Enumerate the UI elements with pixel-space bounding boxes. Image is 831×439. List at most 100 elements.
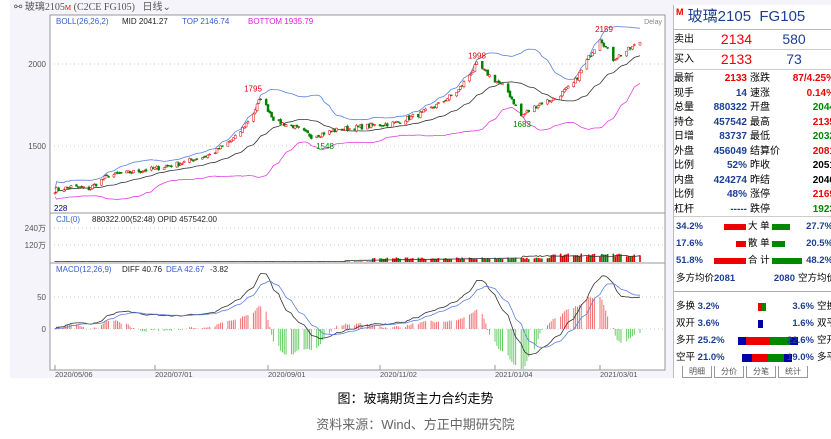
volume-bar <box>548 257 551 262</box>
kline-chart[interactable]: 2000 1500 240万 120万 50 0 2020/05/06 2020/07/01 2… <box>10 0 670 378</box>
candle <box>329 131 333 133</box>
candle <box>284 124 288 127</box>
label: 双平 <box>816 318 831 329</box>
volume-bar <box>535 257 538 262</box>
candle <box>206 154 210 158</box>
candle <box>257 99 261 104</box>
price-tick: 2000 <box>28 60 46 69</box>
small-short: 20.5% <box>806 238 831 249</box>
candle <box>499 82 502 84</box>
volume-bar <box>563 254 566 262</box>
volume-bar <box>620 254 622 262</box>
quote-code: FG105 <box>759 8 806 25</box>
candle <box>253 109 257 114</box>
volume-bar <box>494 257 496 262</box>
tab-1[interactable]: 分价 <box>714 366 744 378</box>
volume-bar <box>627 256 630 262</box>
quote-value: 880322 <box>713 102 747 113</box>
volume-bar <box>625 256 628 262</box>
ask-row: 卖出 2134 580 <box>674 30 831 50</box>
volume-bar <box>616 254 618 262</box>
label: 空开 <box>816 335 831 346</box>
candle <box>602 42 606 47</box>
tab-3[interactable]: 统计 <box>778 366 808 378</box>
quote-label: 日增 <box>674 131 694 142</box>
volume-bar <box>423 258 425 262</box>
candle <box>459 86 462 90</box>
candle <box>613 59 617 61</box>
bar <box>762 303 766 311</box>
small-long: 17.6% <box>676 238 703 249</box>
quote-label: 昨收 <box>750 160 770 171</box>
quote-value: 2081 <box>812 145 831 157</box>
quote-name: 玻璃2105 <box>687 8 752 25</box>
candle <box>520 103 523 117</box>
candle <box>105 174 109 177</box>
volume-bar <box>631 256 634 262</box>
bar <box>790 337 798 345</box>
candle <box>181 163 184 165</box>
cjl-label: CJL(0) <box>56 215 80 224</box>
value: 1.6% <box>792 318 814 329</box>
bar <box>752 354 768 362</box>
volume-bar <box>593 253 596 262</box>
candle <box>320 132 324 138</box>
candle <box>508 90 512 98</box>
volume-bar <box>437 258 440 262</box>
candle <box>589 55 592 57</box>
tab-0[interactable]: 明细 <box>682 366 712 378</box>
period-select[interactable]: 日线 <box>142 2 163 13</box>
candle <box>53 192 57 194</box>
bar <box>758 303 762 311</box>
candle <box>310 134 313 139</box>
quote-label: 外盘 <box>674 145 694 157</box>
candle <box>306 130 309 134</box>
volume-bar <box>412 258 414 262</box>
candle <box>295 125 299 127</box>
volume-bar <box>526 257 528 262</box>
quote-label: 总量 <box>674 102 694 113</box>
source-note: 资料来源：Wind、方正中期研究院 <box>316 417 515 432</box>
volume-bar <box>475 259 478 262</box>
price-annotation-high2: 1998 <box>468 51 486 60</box>
contract-code: (C2CE FG105) <box>73 2 136 13</box>
candle <box>536 105 540 109</box>
candle <box>475 61 478 65</box>
candle <box>442 100 446 103</box>
bar <box>772 241 785 247</box>
detail-tabs: 明细 分价 分笔 统计 <box>674 366 831 378</box>
chevron-down-icon[interactable]: ⌄ <box>162 2 171 13</box>
candle <box>232 137 235 141</box>
diff-line <box>54 273 641 356</box>
volume-bar <box>567 253 569 262</box>
title-bar: ⚯ 玻璃2105M (C2CE FG105) 日线⌄ <box>10 0 674 16</box>
volume-bar <box>370 261 372 262</box>
volume-bar <box>448 259 451 262</box>
volume-bar <box>572 255 575 262</box>
volume-bar <box>443 258 445 262</box>
volume-bar <box>604 254 607 262</box>
candle <box>382 124 385 127</box>
macd-label: MACD(12,26,9) <box>56 265 112 274</box>
volume-bar <box>461 257 463 262</box>
quote-label: 涨停 <box>750 189 770 200</box>
candle <box>241 127 244 133</box>
label: 多换 <box>676 301 696 312</box>
candle <box>355 125 358 132</box>
candle <box>68 187 71 189</box>
volume-bar <box>497 258 500 262</box>
candle <box>100 179 103 186</box>
candle <box>633 44 636 46</box>
bar <box>738 337 746 345</box>
candle <box>600 39 604 44</box>
volume-bar <box>559 253 562 262</box>
bar <box>736 241 746 247</box>
tab-2[interactable]: 分笔 <box>746 366 776 378</box>
bid-label: 买入 <box>674 54 694 65</box>
candle <box>182 161 186 163</box>
boll-bottom-line <box>54 82 641 201</box>
date-tick: 2020/07/01 <box>155 370 193 378</box>
volume-bar <box>603 254 605 262</box>
candle <box>107 176 110 178</box>
candle <box>437 102 440 104</box>
